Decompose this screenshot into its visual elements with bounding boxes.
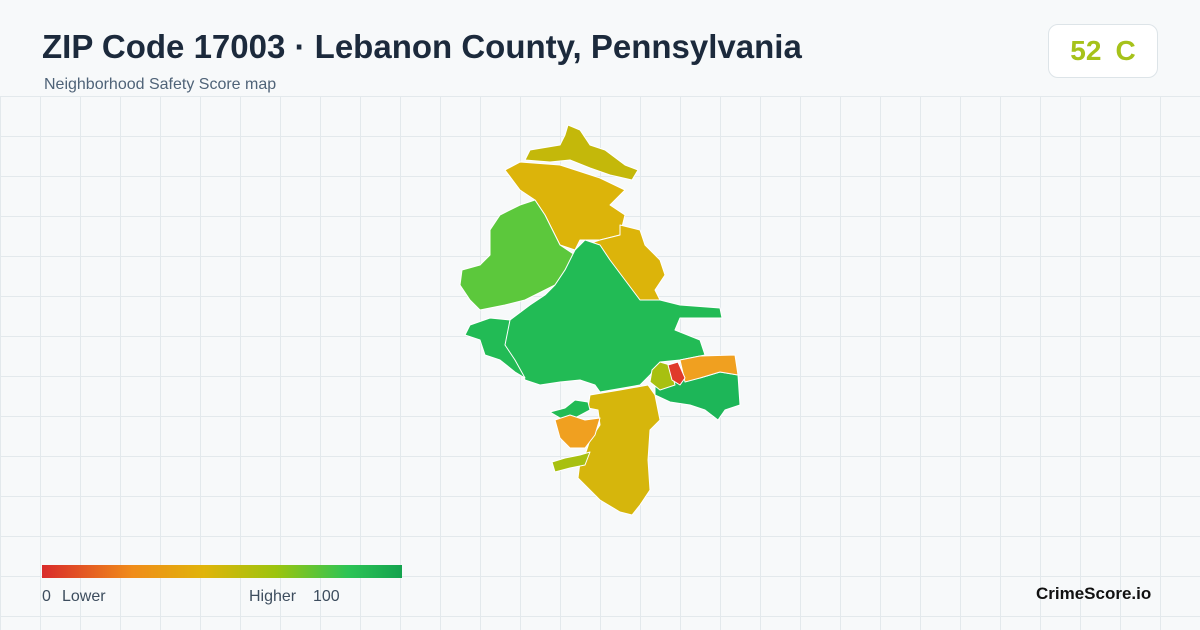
legend-low: Lower (62, 588, 106, 605)
brand: CrimeScore.io (1036, 584, 1152, 603)
region (524, 124, 639, 181)
subtitle: Neighborhood Safety Score map (44, 76, 277, 93)
region (577, 384, 661, 516)
region (679, 354, 739, 383)
title: ZIP Code 17003 · Lebanon County, Pennsyl… (42, 28, 802, 65)
region (551, 451, 591, 473)
region (459, 199, 576, 311)
legend-high: Higher (249, 588, 297, 605)
region (554, 414, 601, 449)
legend-gradient (42, 565, 402, 578)
legend-min: 0 (42, 588, 51, 605)
score-value: 52 (1070, 35, 1102, 66)
legend-max: 100 (313, 588, 340, 605)
score-grade: C (1115, 35, 1136, 66)
score-badge: 52 C (1048, 24, 1158, 78)
region (464, 317, 526, 379)
region (667, 361, 686, 386)
